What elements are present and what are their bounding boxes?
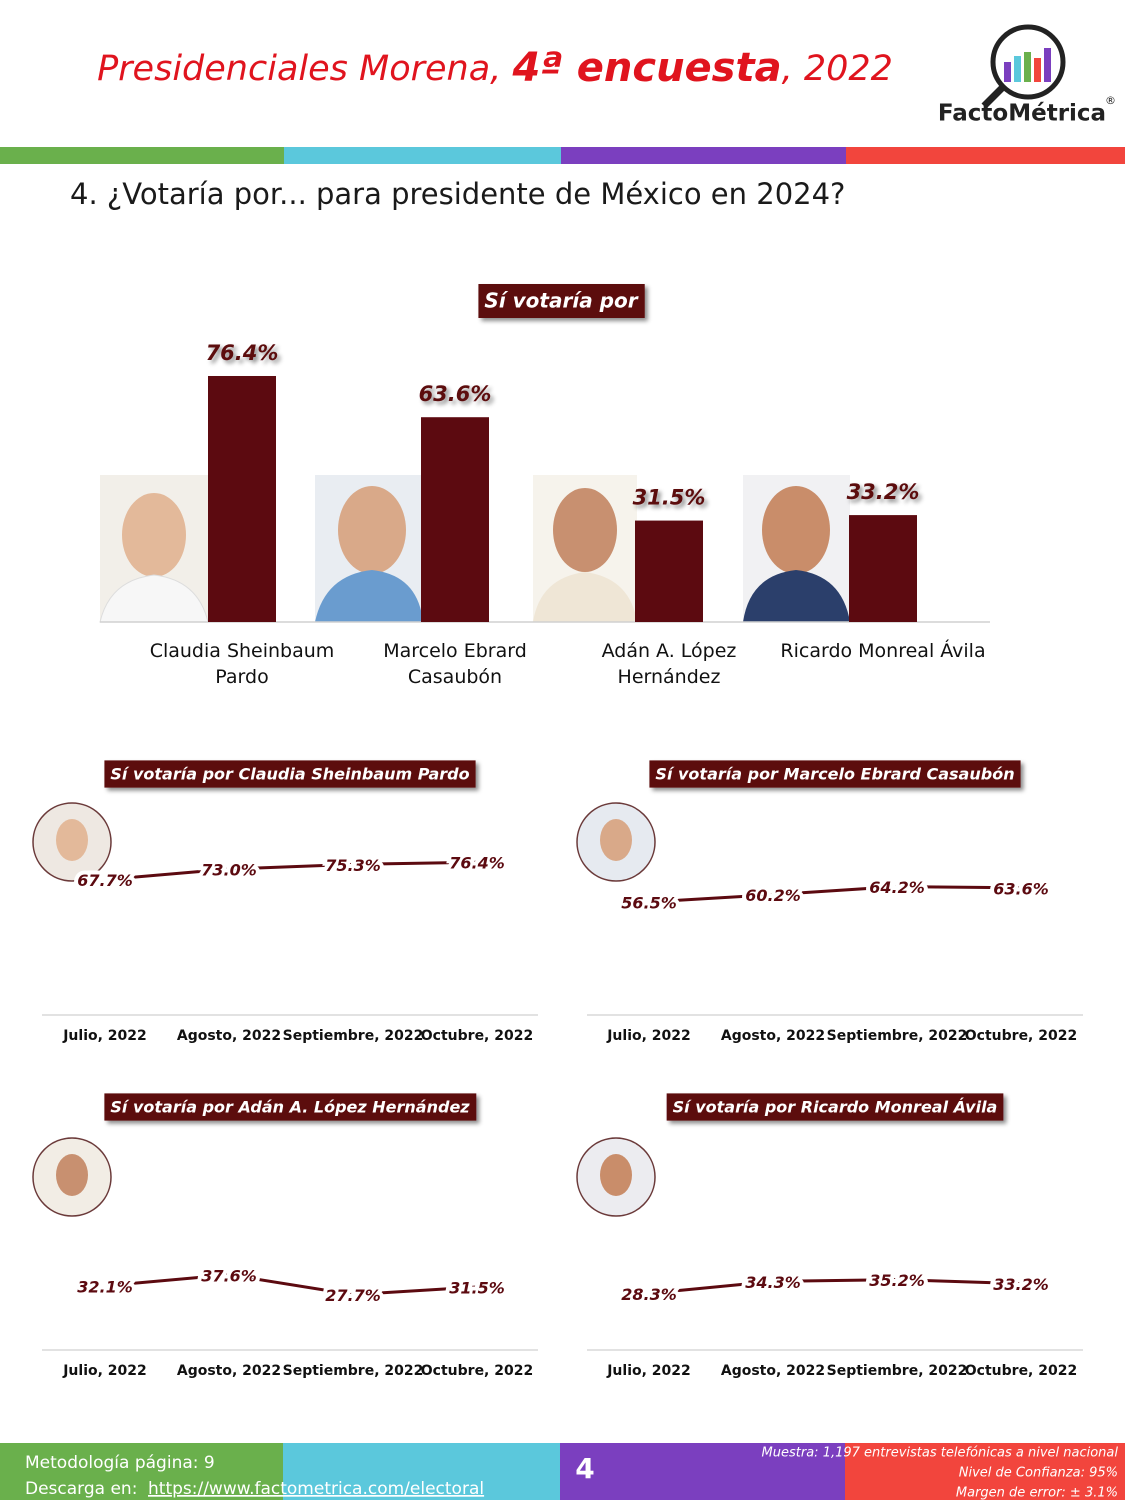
color-stripe — [0, 147, 1125, 164]
logo — [981, 24, 1066, 109]
title-bg — [649, 760, 1021, 788]
avatars — [32, 802, 656, 1217]
title-bg — [104, 1093, 477, 1121]
x-tick-label: Septiembre, 2022 — [283, 1028, 424, 1044]
chart-title: Sí votaría por Claudia Sheinbaum Pardo — [110, 765, 469, 784]
x-tick-label: Septiembre, 2022 — [827, 1363, 968, 1379]
chart-title-box: Sí votaría por Claudia Sheinbaum Pardo — [104, 760, 476, 788]
x-tick-label: Julio, 2022 — [62, 1363, 147, 1379]
x-tick-label: Octubre, 2022 — [421, 1028, 533, 1044]
value-label: 31.5% — [449, 1279, 505, 1298]
chart-title-box: Sí votaría por Adán A. López Hernández — [104, 1093, 477, 1121]
category-label: Claudia Sheinbaum Pardo — [149, 640, 335, 688]
question: 4. ¿Votaría por... para presidente de Mé… — [70, 177, 845, 211]
title-part: Presidenciales Morena, — [97, 49, 512, 89]
value-label: 60.2% — [745, 886, 801, 905]
category-label: Adán A. López Hernández — [601, 640, 737, 688]
line — [648, 885, 1022, 904]
line — [648, 1278, 1022, 1295]
title-bg — [104, 760, 476, 788]
x-tick-label: Julio, 2022 — [606, 1363, 691, 1379]
photos — [99, 475, 850, 623]
chart-title-box: Sí votaría por — [478, 284, 645, 318]
bar — [421, 417, 489, 622]
chart-title: Sí votaría por Marcelo Ebrard Casaubón — [655, 765, 1014, 784]
title-part: 4ª encuesta — [511, 45, 781, 91]
footer-note: Nivel de Confianza: 95% — [959, 1466, 1118, 1481]
chart-title: Sí votaría por Adán A. López Hernández — [110, 1098, 470, 1117]
value-label: 33.2% — [993, 1275, 1049, 1294]
chart-title-box: Sí votaría por Ricardo Monreal Ávila — [666, 1093, 1004, 1121]
value-label: 37.6% — [201, 1266, 257, 1285]
footer-note: Muestra: 1,197 entrevistas telefónicas a… — [762, 1446, 1119, 1461]
value-label: 76.4% — [449, 854, 505, 873]
value-label: 73.0% — [201, 861, 257, 880]
value-label: 34.3% — [745, 1273, 801, 1292]
value-label: 56.5% — [621, 894, 677, 913]
methodology: Metodología página: 9 — [25, 1453, 215, 1473]
brand: FactoMétrica — [938, 101, 1106, 127]
title-bg — [666, 1093, 1004, 1121]
x-tick-label: Agosto, 2022 — [177, 1028, 281, 1044]
value-label: 76.4% — [206, 341, 279, 365]
value-label: 75.3% — [325, 856, 381, 875]
value-label: 67.7% — [77, 871, 133, 890]
footer-bar — [0, 1443, 1125, 1500]
x-tick-label: Agosto, 2022 — [177, 1363, 281, 1379]
download-link[interactable]: https://www.factometrica.com/electoral — [148, 1479, 484, 1499]
title-part: , 2022 — [782, 49, 893, 89]
header-title: Presidenciales Morena, 4ª encuesta, 2022 — [97, 45, 893, 91]
value-label: 63.6% — [419, 382, 492, 406]
line — [104, 860, 478, 882]
value-label: 28.3% — [621, 1285, 677, 1304]
x-tick-label: Agosto, 2022 — [721, 1028, 825, 1044]
value-label: 35.2% — [869, 1271, 925, 1290]
title-bg — [478, 284, 645, 318]
category-label: Ricardo Monreal Ávila — [780, 640, 986, 662]
chart-title-box: Sí votaría por Marcelo Ebrard Casaubón — [649, 760, 1021, 788]
x-tick-label: Julio, 2022 — [606, 1028, 691, 1044]
page-number: 4 — [575, 1452, 594, 1485]
registered-mark: ® — [1105, 94, 1116, 107]
bar — [208, 375, 276, 622]
chart-title: Sí votaría por — [484, 289, 638, 313]
x-tick-label: Octubre, 2022 — [421, 1363, 533, 1379]
x-tick-label: Agosto, 2022 — [721, 1363, 825, 1379]
value-label: 27.7% — [325, 1286, 381, 1305]
value-label: 64.2% — [869, 878, 925, 897]
bar — [849, 515, 917, 622]
value-label: 33.2% — [847, 480, 920, 504]
value-label: 63.6% — [993, 879, 1049, 898]
category-label: Marcelo Ebrard Casaubón — [383, 640, 527, 688]
x-tick-label: Julio, 2022 — [62, 1028, 147, 1044]
bar — [635, 520, 703, 622]
line — [104, 1273, 478, 1297]
download-label: Descarga en: — [25, 1479, 137, 1499]
footer-note: Margen de error: ± 3.1% — [956, 1486, 1118, 1500]
x-tick-label: Septiembre, 2022 — [283, 1363, 424, 1379]
x-tick-label: Octubre, 2022 — [965, 1363, 1077, 1379]
value-label: 32.1% — [77, 1277, 133, 1296]
x-tick-label: Octubre, 2022 — [965, 1028, 1077, 1044]
value-label: 31.5% — [633, 486, 706, 510]
chart-title: Sí votaría por Ricardo Monreal Ávila — [673, 1098, 998, 1117]
x-tick-label: Septiembre, 2022 — [827, 1028, 968, 1044]
